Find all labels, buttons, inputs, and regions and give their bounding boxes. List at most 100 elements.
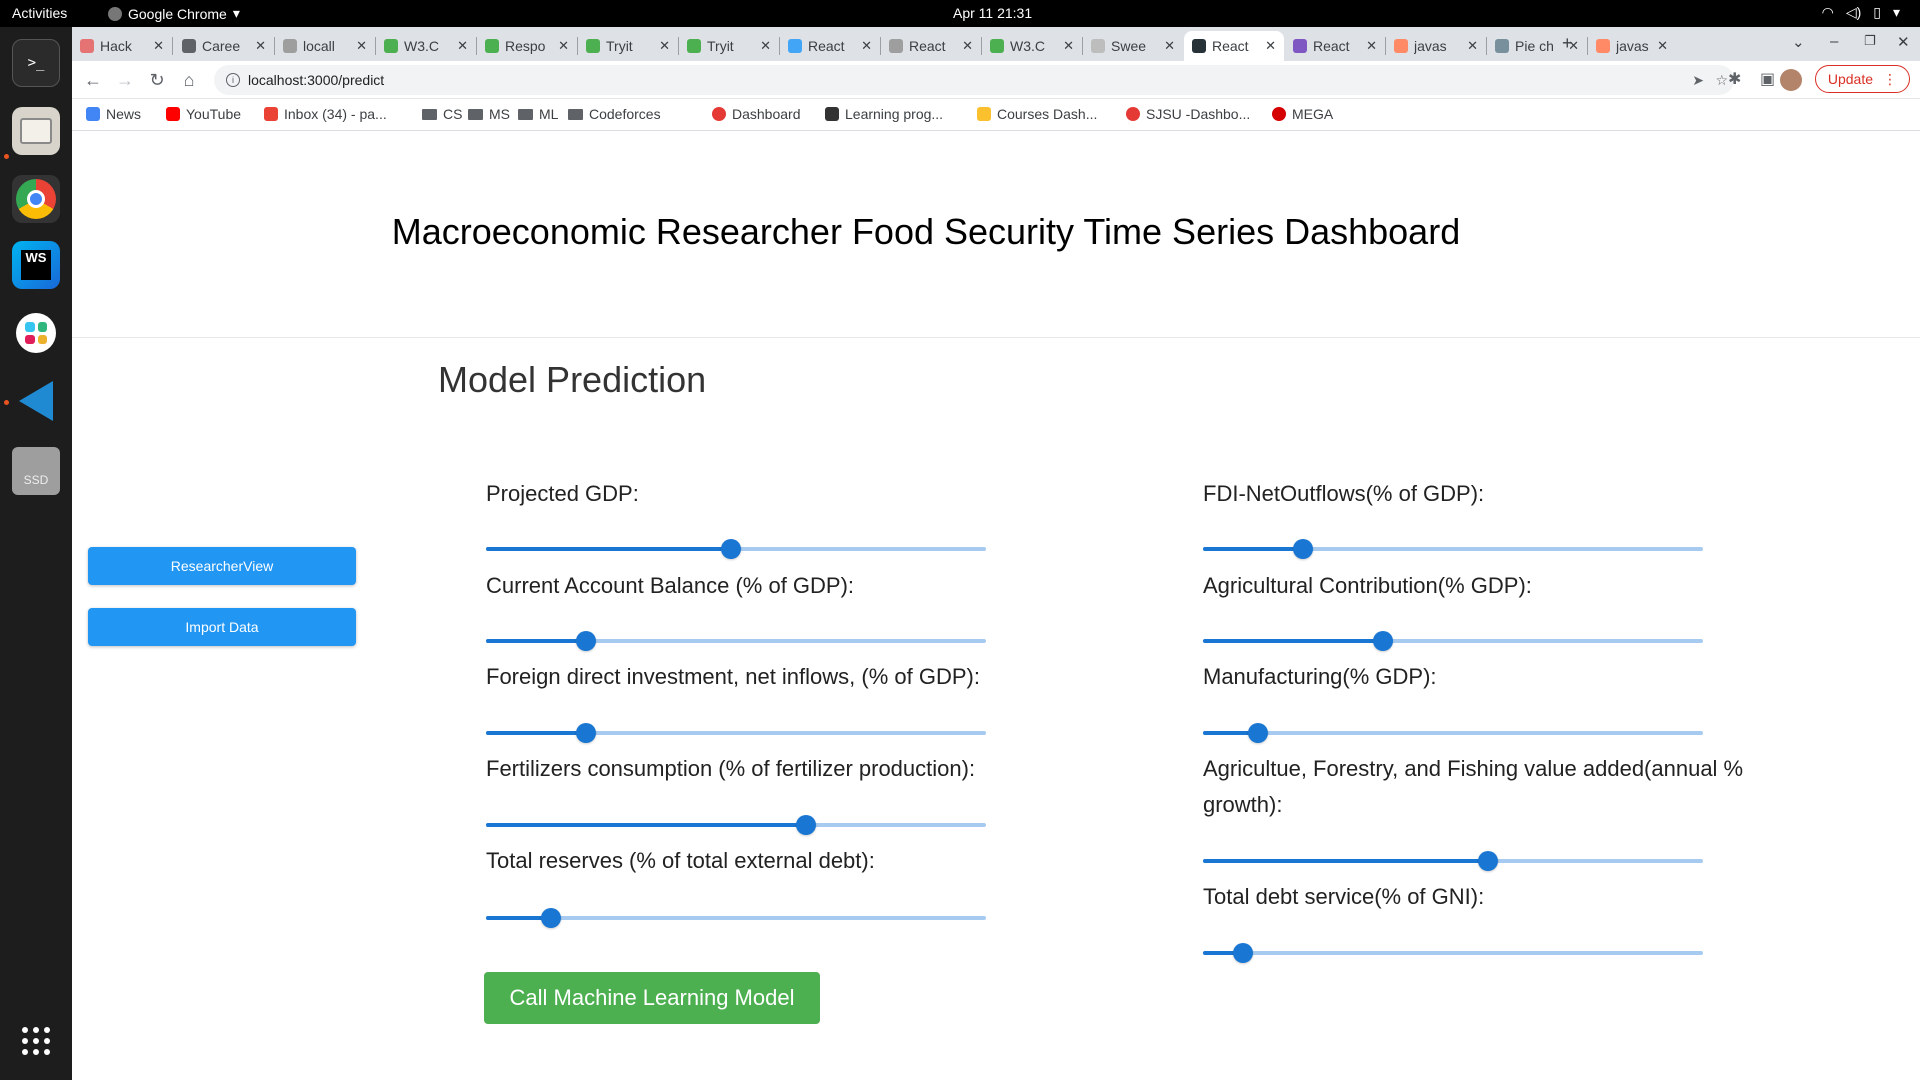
- slider-rail[interactable]: [1203, 731, 1703, 735]
- forward-icon[interactable]: →: [116, 69, 134, 90]
- bookmark-item[interactable]: MS: [468, 106, 510, 122]
- browser-tab[interactable]: W3.C ✕: [982, 31, 1082, 61]
- tab-close-icon[interactable]: ✕: [457, 38, 468, 53]
- import-data-button[interactable]: Import Data: [88, 608, 356, 646]
- slider-thumb[interactable]: [576, 723, 596, 743]
- slider-thumb[interactable]: [796, 815, 816, 835]
- side-panel-icon[interactable]: ▣: [1760, 71, 1776, 88]
- slider-rail[interactable]: [1203, 547, 1703, 551]
- tab-close-icon[interactable]: ✕: [1467, 38, 1478, 53]
- minimize-button[interactable]: –: [1830, 33, 1839, 50]
- close-window-button[interactable]: ✕: [1897, 34, 1910, 51]
- bookmark-item[interactable]: News: [86, 106, 141, 122]
- back-icon[interactable]: ←: [84, 69, 102, 90]
- browser-tab[interactable]: React ✕: [780, 31, 880, 61]
- browser-tab[interactable]: React ✕: [1285, 31, 1385, 61]
- call-model-button[interactable]: Call Machine Learning Model: [484, 972, 820, 1024]
- app-menu[interactable]: Google Chrome ▾: [108, 5, 240, 22]
- range-slider[interactable]: [486, 629, 986, 653]
- slider-thumb[interactable]: [1248, 723, 1268, 743]
- slider-thumb[interactable]: [576, 631, 596, 651]
- terminal-icon[interactable]: >_: [12, 39, 60, 87]
- slack-icon[interactable]: [12, 309, 60, 357]
- tab-close-icon[interactable]: ✕: [255, 38, 266, 53]
- browser-tab[interactable]: javas ✕: [1386, 31, 1486, 61]
- tab-close-icon[interactable]: ✕: [558, 38, 569, 53]
- slider-thumb[interactable]: [1373, 631, 1393, 651]
- bookmark-item[interactable]: CS: [422, 106, 462, 122]
- chrome-icon[interactable]: [12, 175, 60, 223]
- webstorm-icon[interactable]: WS: [12, 241, 60, 289]
- browser-tab[interactable]: React ✕: [1184, 31, 1284, 61]
- browser-tab[interactable]: Tryit ✕: [578, 31, 678, 61]
- site-info-icon[interactable]: i: [226, 73, 240, 87]
- slider-thumb[interactable]: [1293, 539, 1313, 559]
- bookmark-item[interactable]: Learning prog...: [825, 106, 943, 122]
- tab-close-icon[interactable]: ✕: [1164, 38, 1175, 53]
- tab-close-icon[interactable]: ✕: [861, 38, 872, 53]
- bookmark-item[interactable]: Codeforces: [568, 106, 661, 122]
- range-slider[interactable]: [486, 813, 986, 837]
- browser-tab[interactable]: Caree ✕: [174, 31, 274, 61]
- browser-tab[interactable]: Tryit ✕: [679, 31, 779, 61]
- browser-tab[interactable]: React ✕: [881, 31, 981, 61]
- browser-tab[interactable]: W3.C ✕: [376, 31, 476, 61]
- bookmark-item[interactable]: MEGA: [1272, 106, 1333, 122]
- profile-avatar[interactable]: [1780, 69, 1802, 91]
- ssd-icon[interactable]: SSD: [12, 447, 60, 495]
- activities-button[interactable]: Activities: [12, 5, 68, 21]
- range-slider[interactable]: [486, 906, 986, 930]
- range-slider[interactable]: [1203, 849, 1703, 873]
- reload-icon[interactable]: ↻: [149, 69, 165, 90]
- tab-close-icon[interactable]: ✕: [659, 38, 670, 53]
- browser-tab[interactable]: locall ✕: [275, 31, 375, 61]
- bookmark-item[interactable]: Dashboard: [712, 106, 801, 122]
- slider-thumb[interactable]: [1233, 943, 1253, 963]
- bookmark-item[interactable]: SJSU -Dashbo...: [1126, 106, 1250, 122]
- bookmark-star-icon[interactable]: ☆: [1715, 71, 1728, 88]
- range-slider[interactable]: [1203, 537, 1703, 561]
- restore-button[interactable]: ❐: [1864, 33, 1876, 48]
- slider-rail[interactable]: [1203, 639, 1703, 643]
- slider-thumb[interactable]: [541, 908, 561, 928]
- tab-close-icon[interactable]: ✕: [356, 38, 367, 53]
- tab-close-icon[interactable]: ✕: [1568, 38, 1579, 53]
- slider-rail[interactable]: [1203, 951, 1703, 955]
- slider-thumb[interactable]: [1478, 851, 1498, 871]
- slider-rail[interactable]: [486, 639, 986, 643]
- range-slider[interactable]: [486, 721, 986, 745]
- range-slider[interactable]: [1203, 941, 1703, 965]
- browser-tab[interactable]: Hack ✕: [72, 31, 172, 61]
- tab-close-icon[interactable]: ✕: [1063, 38, 1074, 53]
- new-tab-button[interactable]: +: [1562, 33, 1573, 53]
- browser-tab[interactable]: Swee ✕: [1083, 31, 1183, 61]
- clock[interactable]: Apr 11 21:31: [953, 5, 1033, 21]
- range-slider[interactable]: [1203, 629, 1703, 653]
- tab-close-icon[interactable]: ✕: [760, 38, 771, 53]
- browser-tab[interactable]: Respo ✕: [477, 31, 577, 61]
- researcher-view-button[interactable]: ResearcherView: [88, 547, 356, 585]
- files-icon[interactable]: [12, 107, 60, 155]
- tab-close-icon[interactable]: ✕: [1265, 38, 1276, 53]
- address-bar[interactable]: i localhost:3000/predict ➤ ☆: [214, 65, 1734, 95]
- vscode-icon[interactable]: [12, 377, 60, 425]
- tab-search-chevron-icon[interactable]: ⌄: [1792, 34, 1805, 51]
- extensions-icon[interactable]: ✱: [1728, 71, 1742, 88]
- home-icon[interactable]: ⌂: [183, 69, 195, 90]
- browser-tab[interactable]: Pie ch ✕: [1487, 31, 1587, 61]
- bookmark-item[interactable]: Inbox (34) - pa...: [264, 106, 387, 122]
- app-grid-icon[interactable]: [12, 1017, 60, 1065]
- tab-close-icon[interactable]: ✕: [1657, 38, 1668, 53]
- slider-thumb[interactable]: [721, 539, 741, 559]
- send-icon[interactable]: ➤: [1692, 71, 1704, 88]
- range-slider[interactable]: [1203, 721, 1703, 745]
- bookmark-item[interactable]: Courses Dash...: [977, 106, 1097, 122]
- range-slider[interactable]: [486, 537, 986, 561]
- slider-rail[interactable]: [486, 916, 986, 920]
- browser-tab[interactable]: javas ✕: [1588, 31, 1676, 61]
- system-tray[interactable]: ◠ ◁) ▯ ▾: [1822, 4, 1900, 21]
- update-button[interactable]: Update ⋮: [1814, 65, 1910, 93]
- slider-rail[interactable]: [486, 731, 986, 735]
- bookmark-item[interactable]: ML: [518, 106, 558, 122]
- tab-close-icon[interactable]: ✕: [1366, 38, 1377, 53]
